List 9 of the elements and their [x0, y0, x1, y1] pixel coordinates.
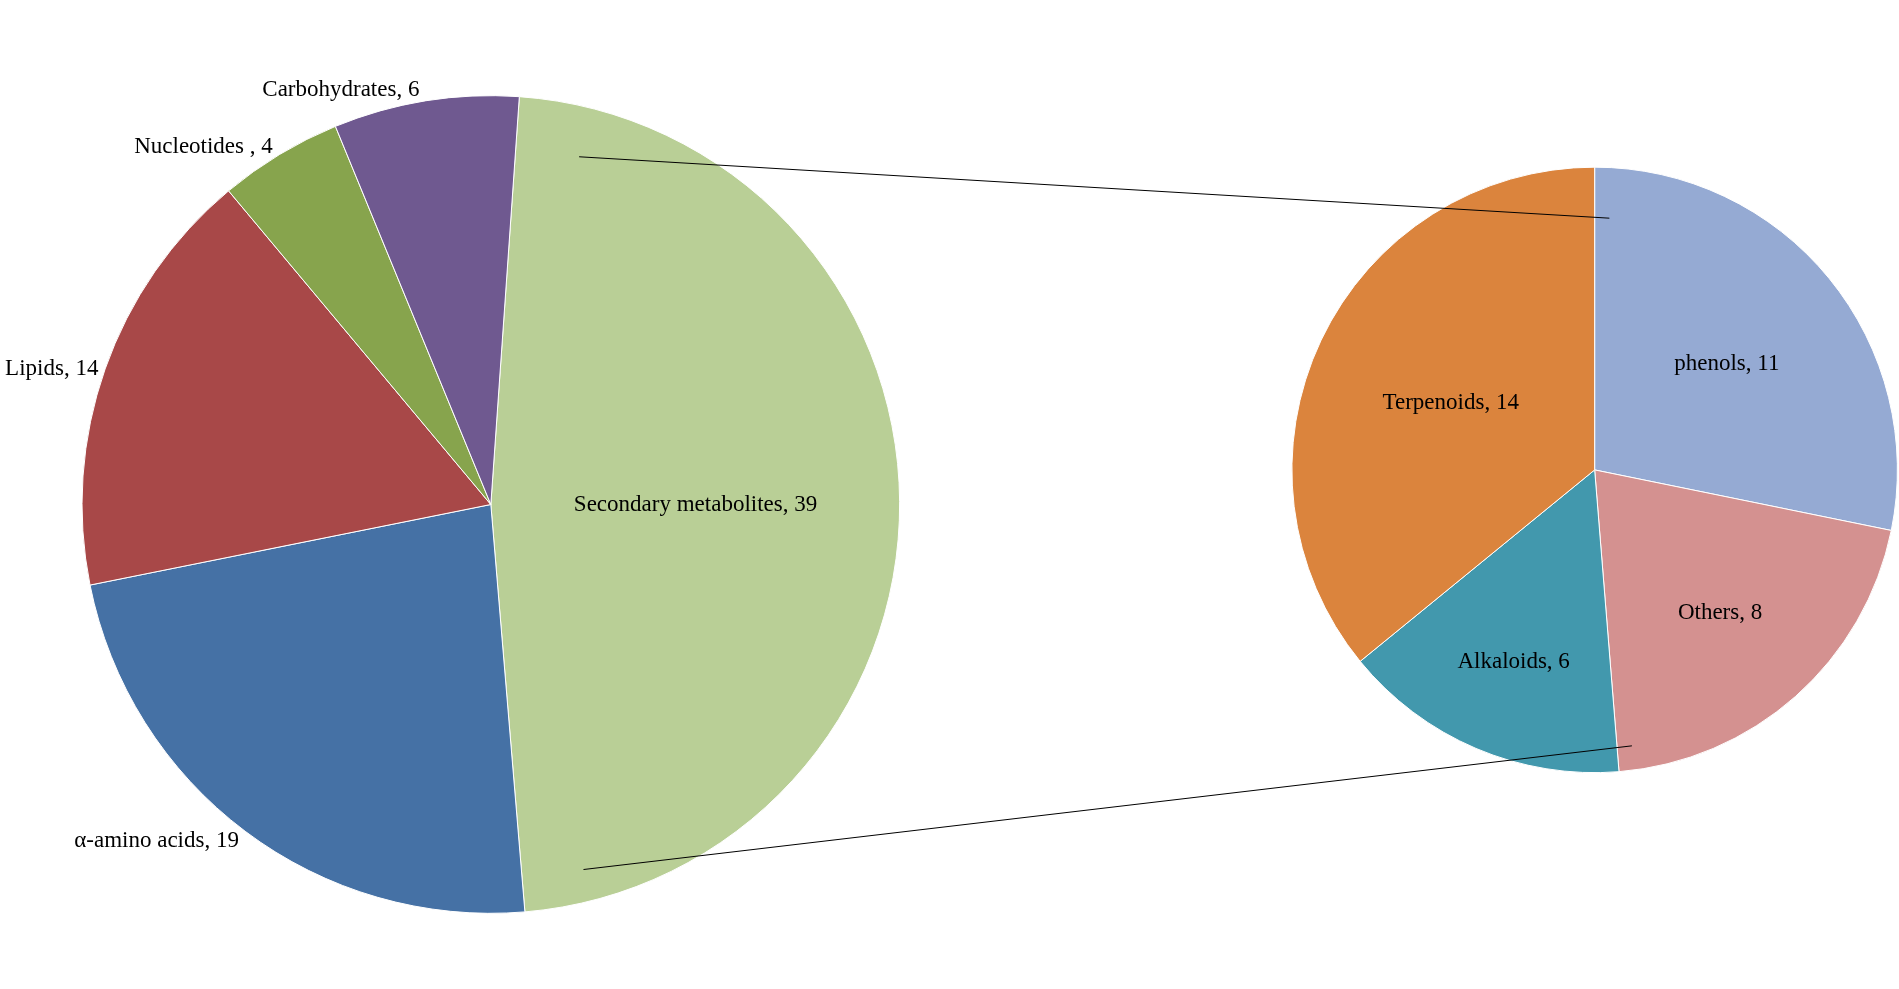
slice-label: Lipids, 14 — [5, 355, 99, 381]
slice-label: Terpenoids, 14 — [1382, 389, 1520, 415]
slice-label: Nucleotides , 4 — [134, 132, 274, 158]
slice-label: Others, 8 — [1677, 598, 1763, 624]
slice-label: phenols, 11 — [1674, 349, 1780, 375]
slice-label: Secondary metabolites, 39 — [573, 490, 818, 516]
slice-label: α-amino acids, 19 — [74, 826, 239, 852]
slice-label: Alkaloids, 6 — [1457, 647, 1570, 673]
slice-label: Carbohydrates, 6 — [262, 76, 420, 102]
